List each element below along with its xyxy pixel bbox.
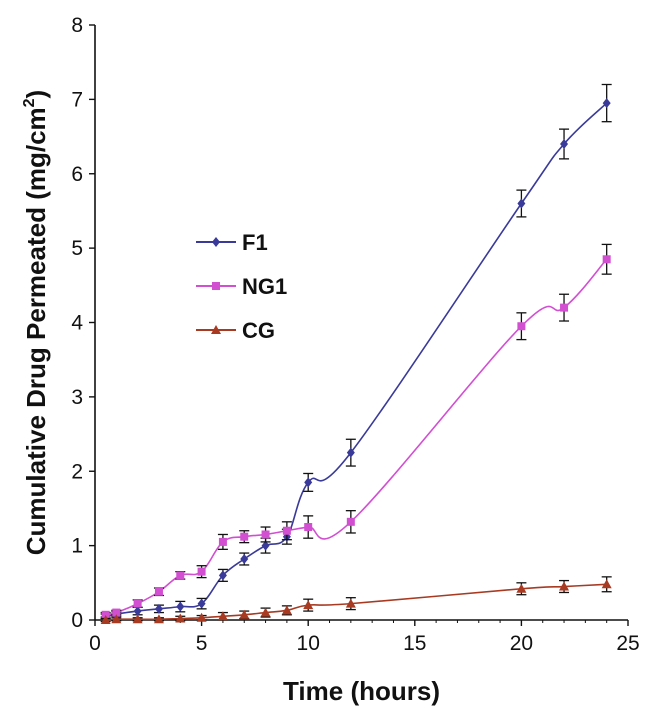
series-line-f1 [105,102,608,618]
legend-label: CG [242,318,275,343]
data-point-ng1 [602,255,611,264]
ticks: 0 5 10 15 20 25 0 1 2 3 4 5 6 7 8 [71,14,639,655]
data-point-cg [239,609,250,619]
y-tick-label: 7 [71,88,83,111]
data-point-cg [345,598,356,608]
data-point-ng1 [197,567,206,576]
data-point-ng1 [282,526,291,535]
data-point-f1 [261,540,270,551]
y-axis-title: Cumulative Drug Permeated (mg/cm2) [21,90,51,555]
data-point-ng1 [240,532,249,541]
data-point-ng1 [346,517,355,526]
x-axis-title: Time (hours) [283,676,440,706]
data-point-f1 [218,570,227,581]
data-point-f1 [602,98,611,109]
legend-marker [212,282,220,290]
data-point-cg [175,613,186,623]
data-point-cg [601,579,612,589]
data-point-cg [153,614,164,624]
data-point-f1 [304,477,313,488]
data-point-f1 [176,601,185,612]
legend: F1 NG1 CG [196,230,287,343]
data-point-cg [196,612,207,622]
data-point-f1 [346,447,355,458]
data-point-ng1 [133,599,142,608]
data-point-cg [217,611,228,621]
data-point-f1 [517,198,526,209]
series-layer [100,83,612,624]
data-point-ng1 [560,303,569,312]
data-point-ng1 [261,530,270,539]
data-point-cg [303,600,314,610]
data-point-f1 [197,598,206,609]
series-line-cg [105,583,607,621]
series-line-ng1 [105,258,608,616]
x-tick-label: 20 [510,632,533,655]
y-tick-label: 6 [71,163,83,186]
axes [94,25,628,621]
data-point-f1 [560,139,569,149]
data-point-ng1 [218,537,227,546]
data-point-cg [111,614,122,624]
series-f1 [100,83,612,622]
data-point-ng1 [517,322,526,331]
y-tick-label: 5 [71,237,83,260]
y-tick-label: 4 [71,312,83,335]
legend-label: F1 [242,230,268,255]
y-tick-label: 0 [71,609,83,632]
x-tick-label: 10 [297,632,320,655]
data-point-ng1 [304,523,313,532]
y-tick-label: 3 [71,386,83,409]
x-tick-label: 15 [403,632,426,655]
data-point-f1 [154,603,163,614]
data-point-cg [260,607,271,617]
legend-marker [212,237,220,247]
x-tick-label: 0 [89,632,101,655]
series-ng1 [100,243,612,619]
data-point-cg [100,615,111,624]
data-point-ng1 [176,571,185,580]
legend-item-f1: F1 [196,230,268,255]
data-point-cg [516,583,527,593]
x-tick-label: 25 [616,632,639,655]
data-point-cg [281,605,292,615]
legend-label: NG1 [242,274,287,299]
legend-item-cg: CG [196,318,275,343]
data-point-cg [132,614,143,624]
y-tick-label: 1 [71,535,83,558]
data-point-cg [559,581,570,591]
series-cg [100,576,612,624]
data-point-f1 [240,554,249,565]
data-point-ng1 [101,610,110,619]
y-tick-label: 8 [71,14,83,37]
x-tick-label: 5 [196,632,208,655]
data-point-ng1 [112,608,121,617]
legend-marker [211,325,221,334]
legend-item-ng1: NG1 [196,274,287,299]
data-point-f1 [133,606,142,617]
data-point-ng1 [154,587,163,596]
y-tick-label: 2 [71,460,83,483]
